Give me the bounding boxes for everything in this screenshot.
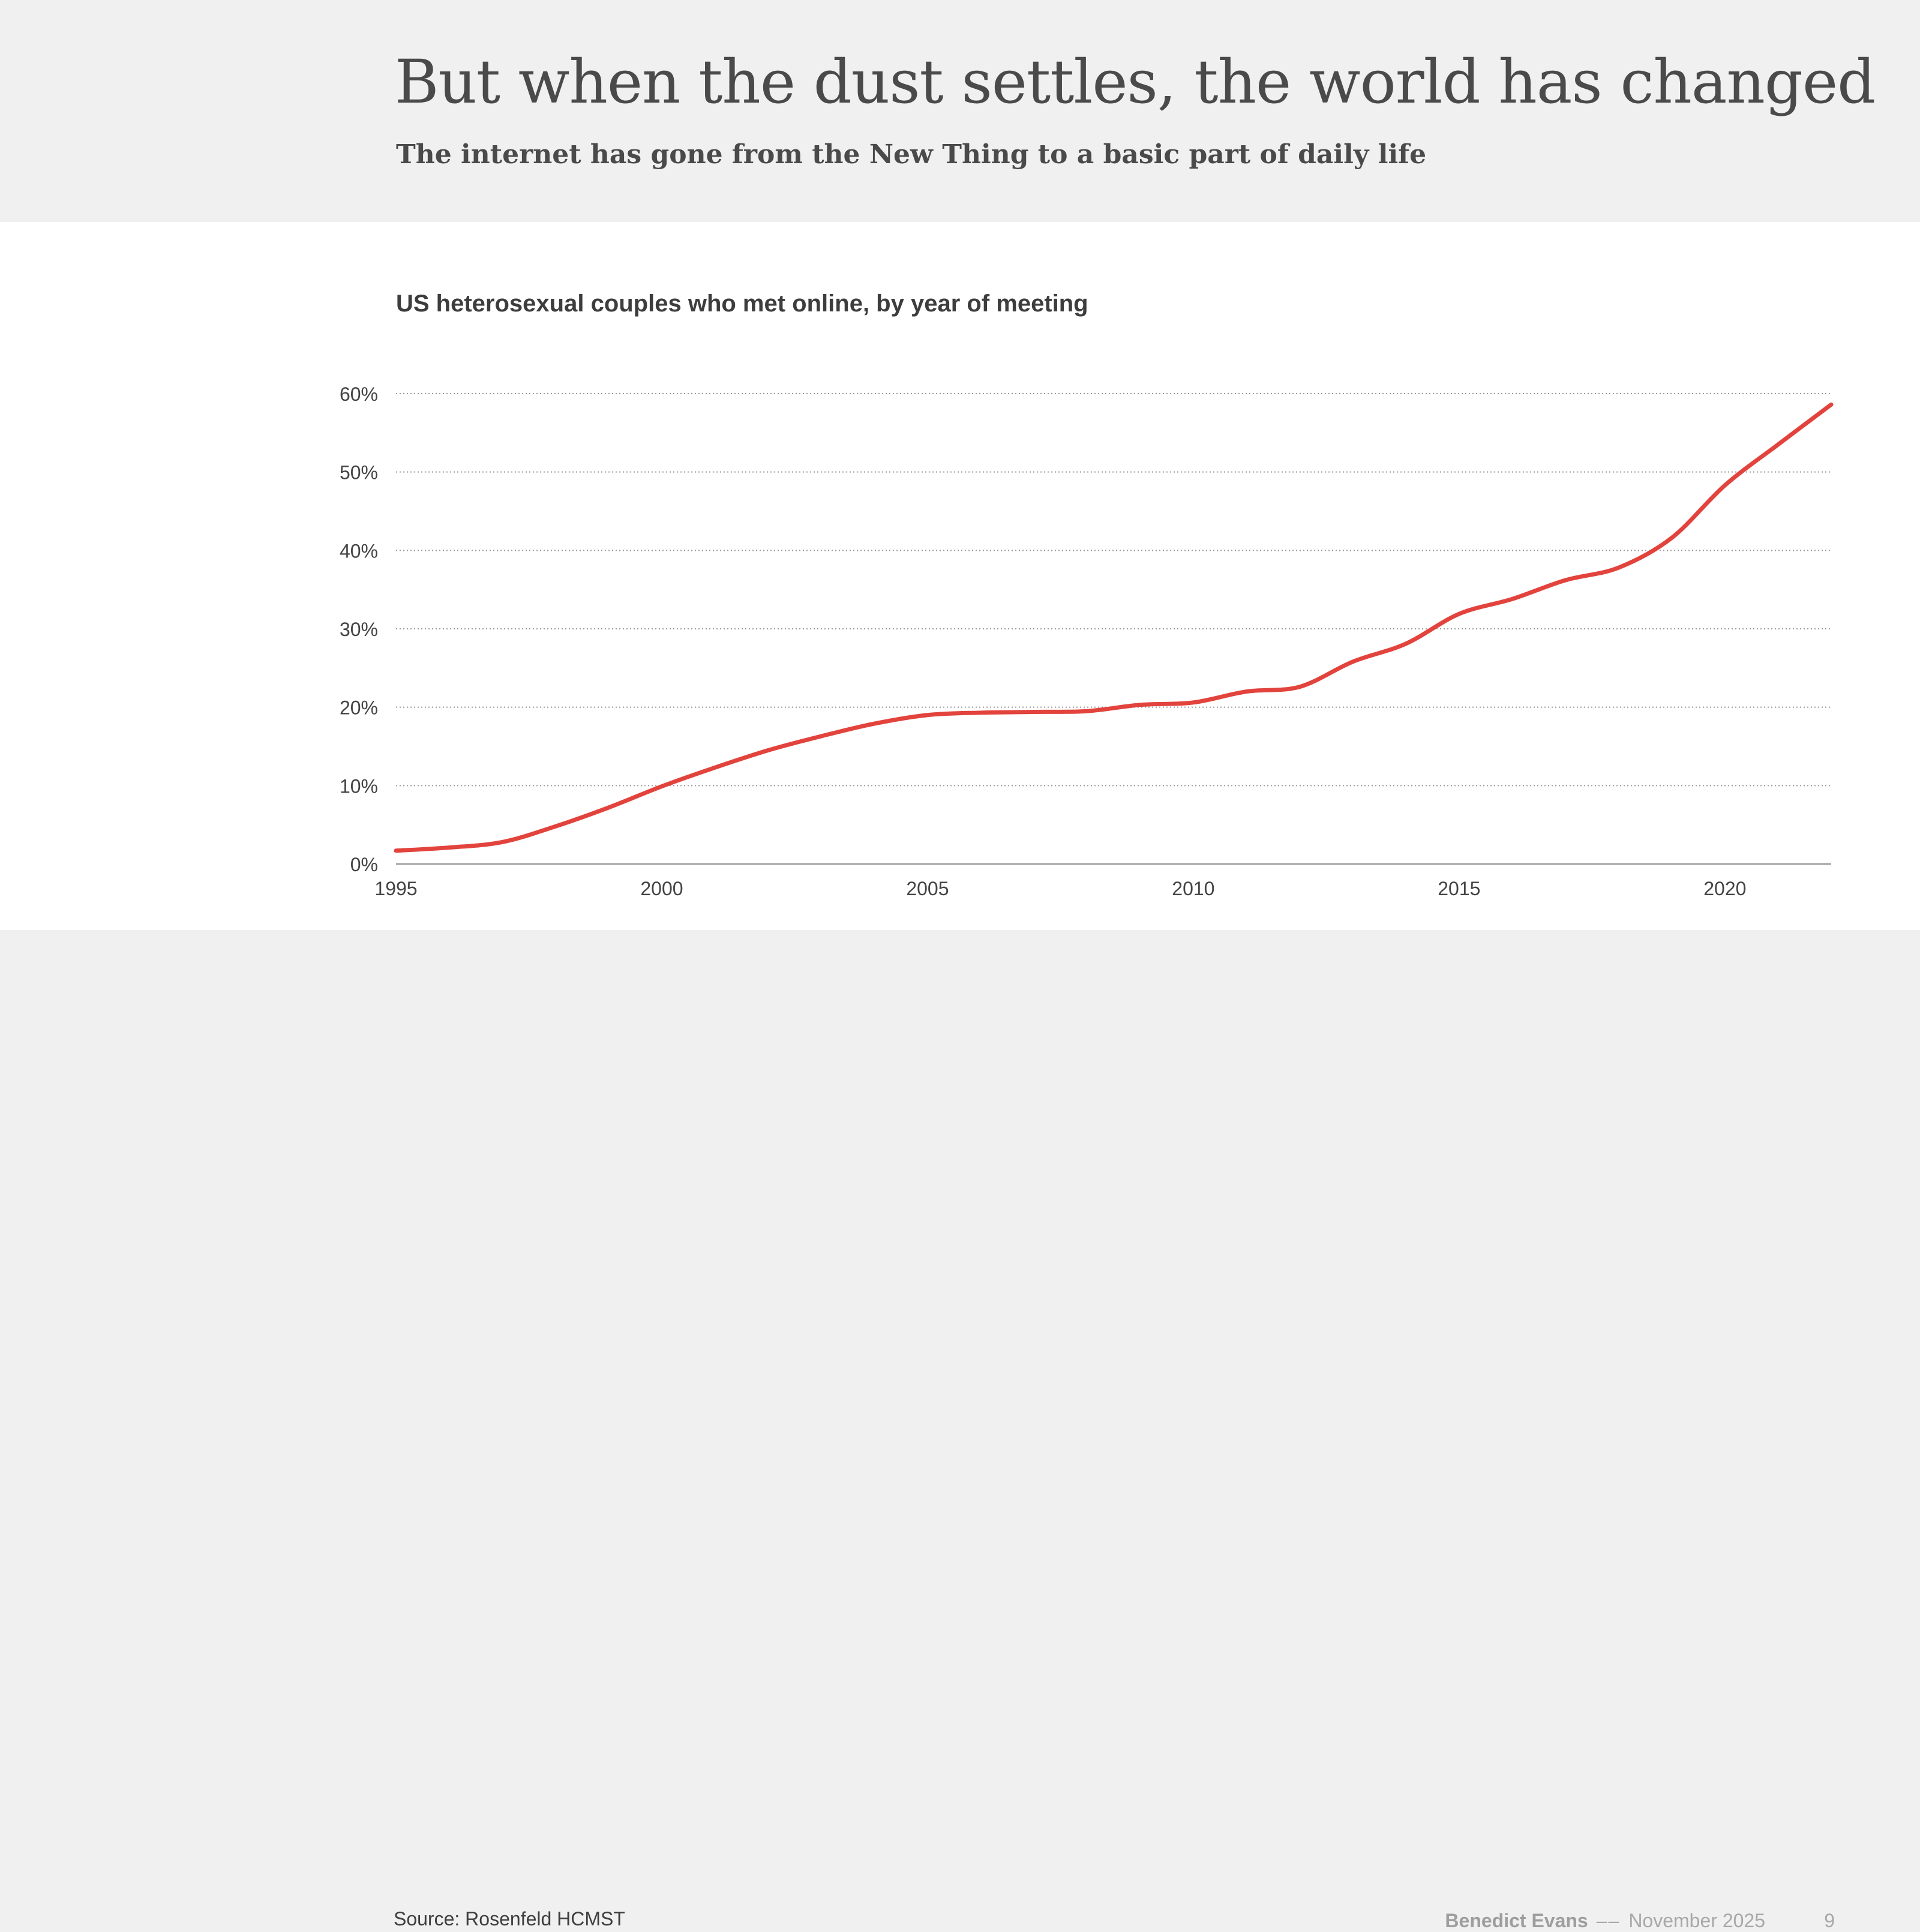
slide-subtitle: The internet has gone from the New Thing… — [396, 139, 1427, 170]
series-line-0 — [394, 402, 1834, 853]
x-tick-label-2005: 2005 — [906, 878, 949, 899]
source-note: Source: Rosenfeld HCMST — [394, 1908, 625, 1930]
y-tick-label-10: 10% — [340, 775, 378, 797]
x-tick-label-1995: 1995 — [374, 878, 417, 899]
credit-separator: –– — [1596, 1910, 1621, 1931]
date-label: November 2025 — [1628, 1910, 1765, 1931]
page-number: 9 — [1824, 1910, 1835, 1931]
y-tick-label-50: 50% — [340, 462, 378, 484]
credit: Benedict Evans –– November 2025 — [1445, 1910, 1765, 1932]
footer-band: Source: Rosenfeld HCMST Benedict Evans ––… — [0, 930, 1920, 1931]
chart-panel — [0, 222, 1920, 930]
x-tick-label-2020: 2020 — [1703, 878, 1746, 899]
header-band: But when the dust settles, the world has… — [0, 0, 1920, 222]
y-tick-label-40: 40% — [340, 540, 378, 562]
slide-title: But when the dust settles, the world has… — [395, 47, 1876, 117]
line-chart: 0% 10% 20% 30% 40% 50% 60% 1995 2000 2005 2010 2015… — [340, 383, 1834, 899]
author-name: Benedict Evans — [1445, 1910, 1588, 1931]
y-tick-label-30: 30% — [340, 619, 378, 640]
y-tick-label-0: 0% — [350, 854, 378, 875]
x-tick-label-2015: 2015 — [1438, 878, 1480, 899]
chart-title: US heterosexual couples who met online, … — [396, 290, 1088, 317]
y-tick-label-20: 20% — [340, 697, 378, 719]
y-tick-label-60: 60% — [340, 383, 378, 405]
x-tick-label-2010: 2010 — [1172, 878, 1214, 899]
x-tick-label-2000: 2000 — [640, 878, 683, 899]
